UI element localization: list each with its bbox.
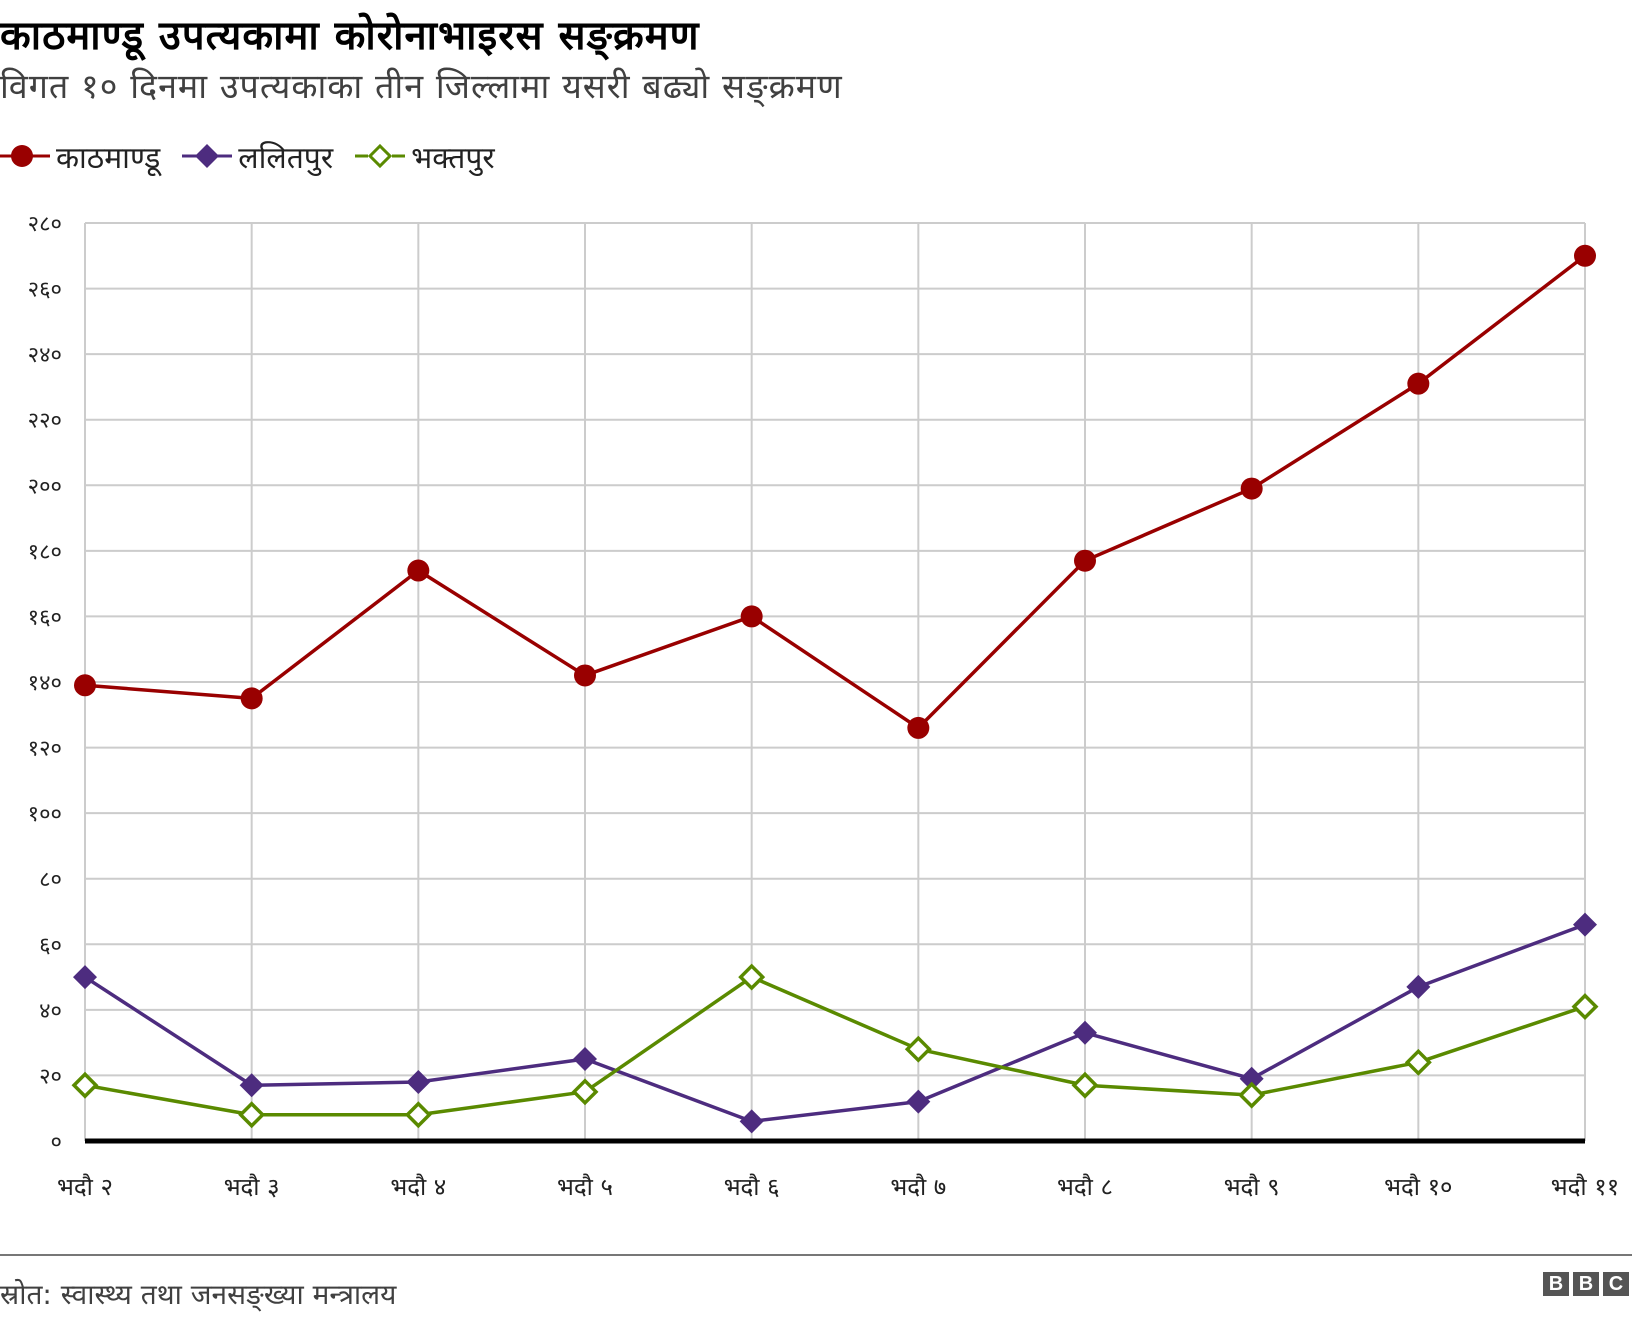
data-point-circle bbox=[240, 687, 263, 710]
data-point-diamond bbox=[1573, 912, 1597, 937]
data-point-hollow-diamond bbox=[904, 1035, 932, 1063]
data-point-diamond bbox=[239, 1073, 264, 1098]
data-point-hollow-diamond bbox=[71, 1071, 99, 1099]
data-point-circle bbox=[407, 559, 430, 582]
x-axis-labels: भदौ २ भदौ ३ भदौ ४ भदौ ५ भदौ ६ भदौ ७ भदौ ८ भदौ ९… bbox=[57, 1173, 1619, 1201]
data-point-hollow-diamond bbox=[1571, 993, 1599, 1021]
y-axis-labels: ० २० ४० ६० ८० १०० १२० १४० १६० १८० २०० २२० २४० २६० २८० bbox=[28, 212, 62, 1155]
data-point-circle bbox=[1240, 477, 1263, 500]
data-point-hollow-diamond bbox=[738, 963, 766, 991]
chart-subtitle: विगत १० दिनमा उपत्यकाका तीन जिल्लामा यसर… bbox=[0, 67, 843, 107]
y-tick-label: २० bbox=[39, 1064, 62, 1089]
gridlines bbox=[84, 222, 1586, 1141]
data-point-diamond bbox=[573, 1047, 597, 1072]
legend-item-bhaktapur: भक्तपुर bbox=[355, 136, 495, 177]
data-point-diamond bbox=[73, 965, 97, 990]
filled-diamond-marker-icon bbox=[182, 144, 233, 168]
x-tick-label: भदौ ४ bbox=[390, 1173, 446, 1201]
legend-item-lalitpur: ललितपुर bbox=[182, 136, 333, 177]
y-tick-label: २८० bbox=[28, 212, 62, 237]
chart-title: काठमाण्डू उपत्यकामा कोरोनाभाइरस सङ्क्रमण bbox=[0, 13, 700, 59]
data-point-hollow-diamond bbox=[1071, 1071, 1099, 1099]
bbc-logo-letter: B bbox=[1573, 1272, 1599, 1296]
data-point-hollow-diamond bbox=[571, 1078, 599, 1106]
data-point-circle bbox=[1574, 244, 1596, 267]
filled-circle-marker-icon bbox=[0, 145, 50, 167]
x-tick-label: भदौ ५ bbox=[557, 1173, 613, 1201]
data-point-circle bbox=[574, 664, 596, 687]
y-tick-label: २०० bbox=[28, 474, 62, 499]
y-tick-label: ० bbox=[51, 1130, 62, 1155]
y-tick-label: १६० bbox=[28, 605, 62, 630]
data-point-diamond bbox=[1073, 1020, 1097, 1045]
data-point-circle bbox=[74, 674, 96, 697]
y-tick-label: ६० bbox=[39, 933, 62, 958]
y-tick-label: १०० bbox=[28, 802, 62, 827]
source-note: स्रोत: स्वास्थ्य तथा जनसङ्ख्या मन्त्रालय bbox=[0, 1278, 397, 1311]
y-tick-label: १४० bbox=[28, 671, 62, 696]
bbc-logo: B B C bbox=[1543, 1272, 1629, 1296]
data-point-diamond bbox=[739, 1109, 764, 1134]
bbc-logo-letter: B bbox=[1543, 1272, 1569, 1296]
y-tick-label: ८० bbox=[39, 868, 62, 893]
data-point-circle bbox=[740, 605, 763, 628]
y-tick-label: १८० bbox=[28, 540, 62, 565]
legend-label-bhaktapur: भक्तपुर bbox=[411, 140, 495, 176]
data-point-diamond bbox=[1239, 1066, 1264, 1091]
legend-label-kathmandu: काठमाण्डू bbox=[56, 140, 161, 176]
data-point-circle bbox=[1407, 372, 1430, 395]
data-point-diamond bbox=[406, 1069, 431, 1094]
y-tick-label: २४० bbox=[28, 343, 62, 368]
x-tick-label: भदौ ९ bbox=[1224, 1173, 1280, 1201]
data-point-circle bbox=[1074, 549, 1096, 572]
hollow-diamond-marker-icon bbox=[355, 143, 406, 169]
data-point-hollow-diamond bbox=[238, 1101, 266, 1129]
x-tick-label: भदौ ११ bbox=[1551, 1173, 1619, 1201]
series-line bbox=[71, 963, 1599, 1129]
x-tick-label: भदौ ८ bbox=[1057, 1173, 1113, 1201]
data-point-hollow-diamond bbox=[1238, 1081, 1266, 1109]
footer-divider bbox=[0, 1254, 1632, 1256]
data-point-circle bbox=[907, 716, 930, 739]
x-tick-label: भदौ ३ bbox=[224, 1173, 280, 1201]
series-line bbox=[73, 912, 1597, 1134]
x-tick-label: भदौ ७ bbox=[890, 1173, 946, 1201]
y-tick-label: २६० bbox=[28, 278, 62, 303]
line-chart: ०२०४०६०८०१००१२०१४०१६०१८०२००२२०२४०२६०२८० … bbox=[28, 212, 1620, 1201]
y-tick-label: २२० bbox=[28, 409, 62, 434]
y-tick-label: १२० bbox=[28, 737, 62, 762]
data-point-diamond bbox=[906, 1089, 931, 1114]
legend-label-lalitpur: ललितपुर bbox=[238, 140, 334, 176]
legend-item-kathmandu: काठमाण्डू bbox=[0, 136, 160, 177]
x-tick-label: भदौ २ bbox=[57, 1173, 113, 1201]
series-line bbox=[74, 244, 1596, 739]
data-point-hollow-diamond bbox=[404, 1101, 432, 1129]
y-tick-label: ४० bbox=[39, 999, 62, 1024]
data-series bbox=[71, 244, 1599, 1134]
data-point-hollow-diamond bbox=[1404, 1048, 1432, 1076]
bbc-logo-letter: C bbox=[1603, 1272, 1629, 1296]
x-tick-label: भदौ ६ bbox=[724, 1173, 780, 1201]
data-point-diamond bbox=[1406, 974, 1431, 999]
legend: काठमाण्डू ललितपुर भक्तपुर bbox=[0, 136, 495, 176]
x-tick-label: भदौ १० bbox=[1384, 1173, 1452, 1201]
